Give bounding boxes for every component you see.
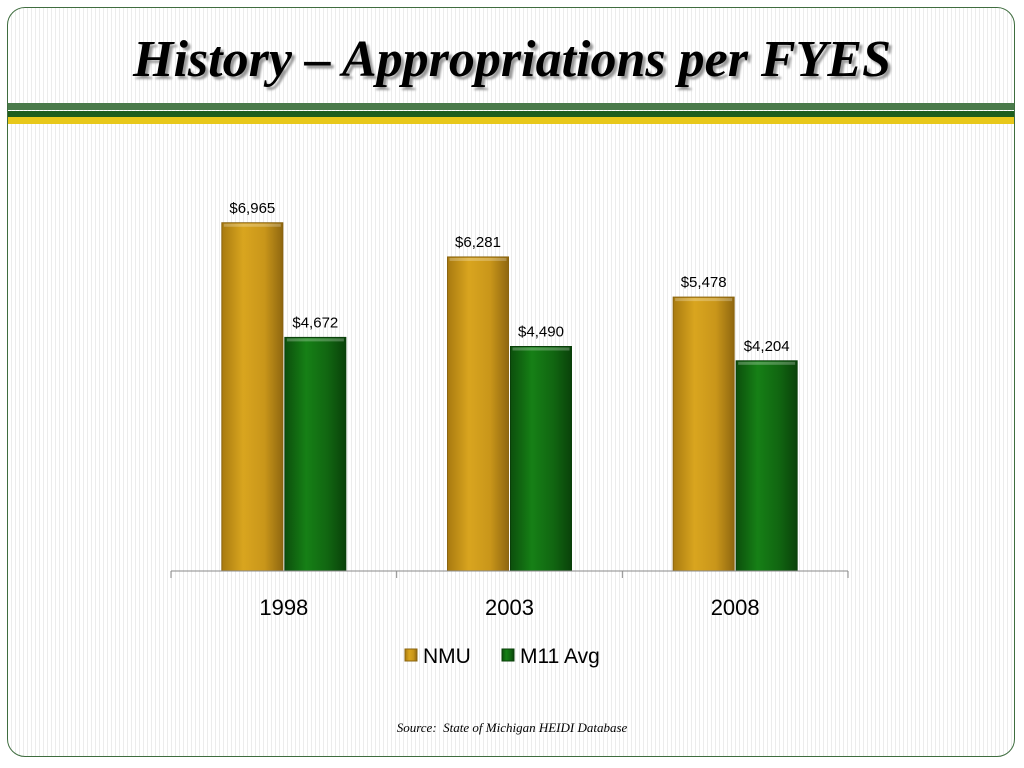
bar-m11-avg-2008 [735,360,798,572]
data-label-nmu-2008: $5,478 [681,274,727,291]
data-label-m11-avg-1998: $4,672 [292,314,338,331]
bar-bevel-m11-avg-1998 [286,338,344,342]
header-band-gold [8,117,1014,124]
legend: NMU M11 Avg [404,645,600,668]
data-label-m11-avg-2008: $4,204 [744,338,790,355]
bar-bevel-nmu-2008 [675,298,733,302]
data-label-m11-avg-2003: $4,490 [518,324,564,341]
bar-bevel-m11-avg-2008 [738,361,796,365]
x-axis: 1998 2003 2008 [170,570,849,620]
bar-nmu-1998 [221,222,284,572]
data-label-nmu-2003: $6,281 [455,234,501,251]
bars-layer: $6,965 $4,672 $6,281 $4,490 $5,478 $4,204 [221,200,798,572]
bar-bevel-nmu-2003 [449,257,507,261]
x-tick-label-1998: 1998 [259,595,308,620]
x-tick-label-2008: 2008 [711,595,760,620]
bar-m11-avg-1998 [284,336,347,572]
legend-swatch-m11-avg [501,648,515,662]
header-band-light-green [8,103,1014,110]
bar-chart: $6,965 $4,672 $6,281 $4,490 $5,478 $4,204 199… [170,200,849,668]
legend-label-nmu: NMU [423,645,471,668]
bar-bevel-nmu-1998 [223,223,281,227]
data-label-nmu-1998: $6,965 [229,200,275,217]
bar-m11-avg-2003 [510,346,572,572]
bar-nmu-2008 [672,296,735,572]
header-band-dark-green [8,111,1014,117]
bar-bevel-m11-avg-2003 [512,347,570,351]
slide: History – Appropriations per FYES $6,965… [7,7,1015,757]
bar-nmu-2003 [447,256,509,572]
source-note: Source: State of Michigan HEIDI Database [396,720,628,735]
legend-label-m11-avg: M11 Avg [520,645,600,668]
legend-swatch-nmu [404,648,418,662]
x-tick-label-2003: 2003 [485,595,534,620]
slide-title: History – Appropriations per FYES [133,31,891,88]
